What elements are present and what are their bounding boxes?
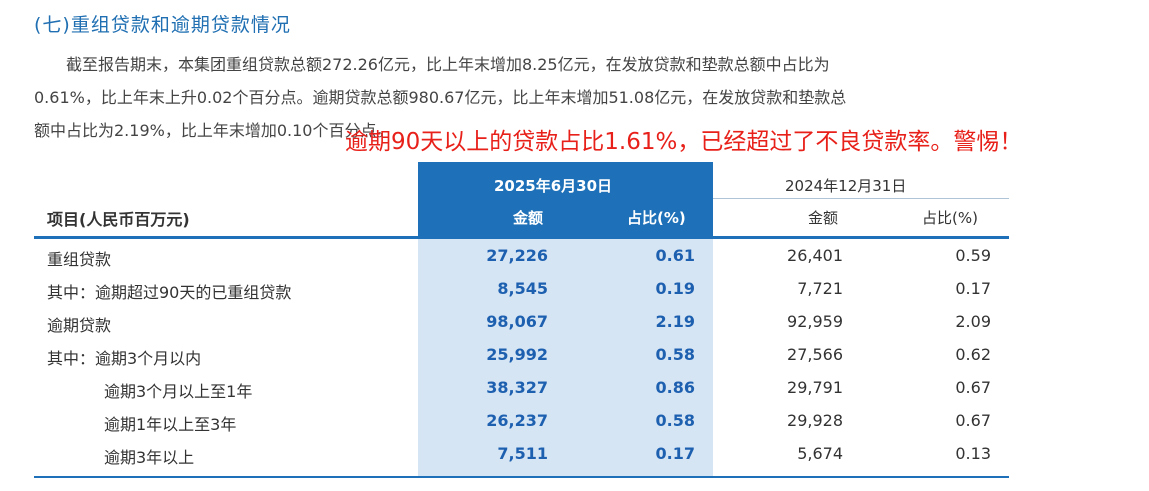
- previous-ratio: 0.67: [955, 378, 991, 397]
- current-amount: 38,327: [486, 378, 548, 397]
- item-column-header: 项目(人民币百万元): [47, 210, 190, 229]
- previous-ratio: 0.17: [955, 279, 991, 298]
- previous-ratio: 0.62: [955, 345, 991, 364]
- current-ratio: 0.86: [655, 378, 695, 397]
- table-row: 重组贷款 27,226 0.61 26,401 0.59: [0, 242, 1149, 275]
- table-body: 重组贷款 27,226 0.61 26,401 0.59 其中：逾期超过90天的…: [0, 242, 1149, 473]
- previous-amount: 92,959: [787, 312, 843, 331]
- current-ratio: 0.58: [655, 411, 695, 430]
- table-row: 其中：逾期超过90天的已重组贷款 8,545 0.19 7,721 0.17: [0, 275, 1149, 308]
- previous-amount: 5,674: [797, 444, 843, 463]
- current-amount-header: 金额: [513, 209, 544, 227]
- previous-ratio: 2.09: [955, 312, 991, 331]
- red-annotation: 逾期90天以上的贷款占比1.61%，已经超过了不良贷款率。警惕！: [345, 129, 1023, 155]
- previous-ratio: 0.59: [955, 246, 991, 265]
- current-ratio-header: 占比(%): [627, 209, 686, 227]
- previous-ratio: 0.67: [955, 411, 991, 430]
- table-row: 逾期3年以上 7,511 0.17 5,674 0.13: [0, 440, 1149, 473]
- table-row: 逾期贷款 98,067 2.19 92,959 2.09: [0, 308, 1149, 341]
- current-amount: 98,067: [486, 312, 548, 331]
- previous-period-label: 2024年12月31日: [785, 177, 907, 195]
- previous-period-divider: [713, 198, 1009, 199]
- current-ratio: 0.61: [655, 246, 695, 265]
- previous-amount: 26,401: [787, 246, 843, 265]
- previous-ratio: 0.13: [955, 444, 991, 463]
- previous-amount: 29,928: [787, 411, 843, 430]
- previous-ratio-header: 占比(%): [922, 209, 978, 227]
- paragraph-line-2: 0.61%，比上年末上升0.02个百分点。逾期贷款总额980.67亿元，比上年末…: [34, 88, 847, 107]
- row-label: 逾期3个月以上至1年: [104, 382, 253, 401]
- previous-amount: 29,791: [787, 378, 843, 397]
- table-bottom-rule: [34, 476, 1009, 478]
- current-amount: 26,237: [486, 411, 548, 430]
- previous-amount-header: 金额: [808, 209, 839, 227]
- table-row: 逾期3个月以上至1年 38,327 0.86 29,791 0.67: [0, 374, 1149, 407]
- paragraph-line-1: 截至报告期末，本集团重组贷款总额272.26亿元，比上年末增加8.25亿元，在发…: [66, 55, 830, 74]
- section-heading: (七)重组贷款和逾期贷款情况: [34, 14, 291, 36]
- table-top-rule: [34, 236, 1009, 239]
- previous-amount: 27,566: [787, 345, 843, 364]
- row-label: 其中：逾期超过90天的已重组贷款: [47, 283, 292, 302]
- current-ratio: 0.19: [655, 279, 695, 298]
- current-amount: 27,226: [486, 246, 548, 265]
- table-row: 逾期1年以上至3年 26,237 0.58 29,928 0.67: [0, 407, 1149, 440]
- current-period-column-bg: [418, 239, 713, 476]
- row-label: 其中：逾期3个月以内: [47, 349, 202, 368]
- row-label: 重组贷款: [47, 250, 112, 269]
- current-period-label: 2025年6月30日: [494, 177, 613, 195]
- table-row: 其中：逾期3个月以内 25,992 0.58 27,566 0.62: [0, 341, 1149, 374]
- row-label: 逾期贷款: [47, 316, 112, 335]
- current-ratio: 0.17: [655, 444, 695, 463]
- current-amount: 25,992: [486, 345, 548, 364]
- summary-paragraph: 截至报告期末，本集团重组贷款总额272.26亿元，比上年末增加8.25亿元，在发…: [34, 48, 1024, 147]
- row-label: 逾期1年以上至3年: [104, 415, 237, 434]
- paragraph-line-3: 额中占比为2.19%，比上年末增加0.10个百分点。: [34, 121, 393, 140]
- current-ratio: 0.58: [655, 345, 695, 364]
- row-label: 逾期3年以上: [104, 448, 195, 467]
- current-amount: 7,511: [497, 444, 548, 463]
- current-period-header-bg: [418, 162, 713, 236]
- current-amount: 8,545: [497, 279, 548, 298]
- previous-amount: 7,721: [797, 279, 843, 298]
- current-ratio: 2.19: [655, 312, 695, 331]
